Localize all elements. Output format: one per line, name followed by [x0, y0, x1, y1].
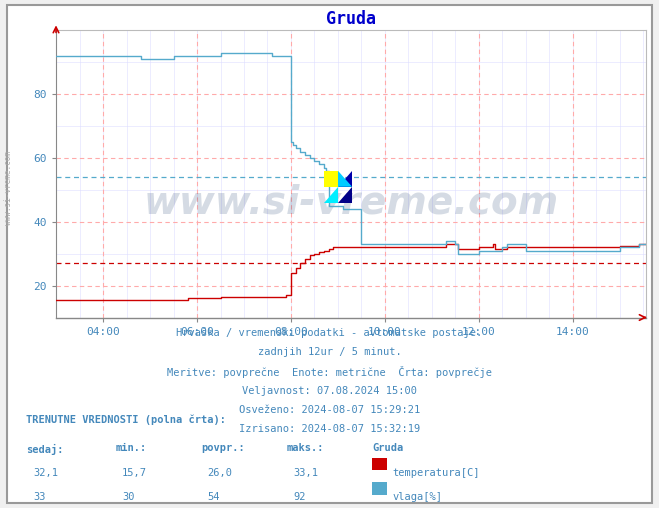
Text: sedaj:: sedaj:: [26, 443, 64, 455]
Text: vlaga[%]: vlaga[%]: [392, 492, 442, 502]
Text: 33,1: 33,1: [293, 468, 318, 478]
Text: 15,7: 15,7: [122, 468, 147, 478]
Polygon shape: [338, 171, 352, 187]
Text: temperatura[C]: temperatura[C]: [392, 468, 480, 478]
Text: www.si-vreme.com: www.si-vreme.com: [4, 151, 13, 225]
Text: 92: 92: [293, 492, 306, 502]
Text: zadnjih 12ur / 5 minut.: zadnjih 12ur / 5 minut.: [258, 347, 401, 357]
Polygon shape: [338, 171, 352, 187]
Text: 32,1: 32,1: [33, 468, 58, 478]
Text: 54: 54: [208, 492, 220, 502]
Text: Izrisano: 2024-08-07 15:32:19: Izrisano: 2024-08-07 15:32:19: [239, 424, 420, 434]
Text: Veljavnost: 07.08.2024 15:00: Veljavnost: 07.08.2024 15:00: [242, 386, 417, 396]
Title: Gruda: Gruda: [326, 10, 376, 27]
Text: TRENUTNE VREDNOSTI (polna črta):: TRENUTNE VREDNOSTI (polna črta):: [26, 414, 226, 425]
Text: Osveženo: 2024-08-07 15:29:21: Osveženo: 2024-08-07 15:29:21: [239, 405, 420, 415]
Polygon shape: [324, 187, 338, 203]
Text: maks.:: maks.:: [287, 443, 324, 454]
Text: povpr.:: povpr.:: [201, 443, 244, 454]
Text: Gruda: Gruda: [372, 443, 403, 454]
Text: 30: 30: [122, 492, 134, 502]
Text: min.:: min.:: [115, 443, 146, 454]
Text: www.si-vreme.com: www.si-vreme.com: [143, 184, 559, 221]
Text: 26,0: 26,0: [208, 468, 233, 478]
Polygon shape: [338, 187, 352, 203]
Text: Hrvaška / vremenski podatki - avtomatske postaje.: Hrvaška / vremenski podatki - avtomatske…: [177, 328, 482, 338]
Text: 33: 33: [33, 492, 45, 502]
Text: Meritve: povprečne  Enote: metrične  Črta: povprečje: Meritve: povprečne Enote: metrične Črta:…: [167, 366, 492, 378]
FancyBboxPatch shape: [324, 171, 338, 187]
